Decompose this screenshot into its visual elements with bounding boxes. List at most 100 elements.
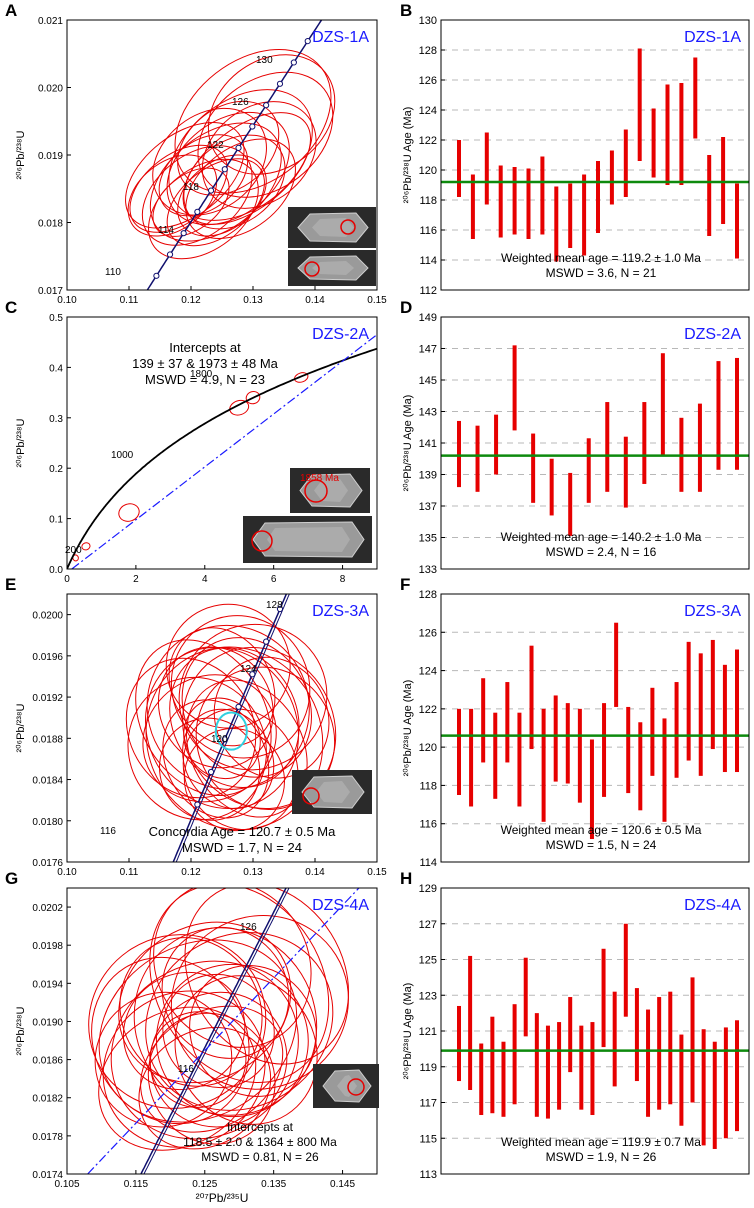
age-bar: [586, 438, 591, 503]
y-tick-label: 0.019: [38, 151, 63, 162]
analysis-ellipse: [183, 727, 285, 832]
x-tick-label: 0.115: [124, 1179, 149, 1190]
annotation-text: MSWD = 1.5, N = 24: [546, 838, 657, 852]
concordia-age-label: 116: [100, 826, 116, 837]
age-marker: [166, 251, 174, 258]
age-bar: [735, 649, 739, 773]
annotation-text: MSWD = 2.4, N = 16: [546, 545, 657, 559]
analysis-ellipse: [81, 542, 91, 551]
analysis-ellipse: [189, 965, 317, 1097]
age-bar: [596, 161, 600, 233]
concordia-age-label: 118: [183, 182, 199, 193]
age-bar: [646, 1009, 651, 1117]
age-bar: [553, 695, 558, 782]
analysis-ellipse: [168, 89, 313, 221]
age-bar: [568, 997, 573, 1073]
age-bar: [457, 140, 461, 197]
concordia-age-label: 126: [240, 922, 257, 933]
annotation-text: MSWD = 1.9, N = 26: [546, 1150, 657, 1164]
analysis-ellipse: [122, 971, 246, 1091]
analysis-ellipse: [138, 1026, 272, 1150]
analysis-ellipse: [141, 145, 253, 246]
panel-C: C 0 2 4 6 8 0.0 0.1 0.2 0.3 0.4 0.5 200 1000 1800 DZS-2…: [5, 298, 378, 585]
analysis-ellipse: [140, 1005, 284, 1133]
plot-area: [125, 594, 337, 862]
concordia-age-label: 126: [232, 97, 249, 108]
annotation-text: Weighted mean age = 119.2 ± 1.0 Ma: [501, 251, 701, 265]
panel-letter-B: B: [400, 1, 412, 20]
y-tick-label: 0.0188: [32, 734, 63, 745]
annotation-text: MSWD = 1.7, N = 24: [182, 840, 302, 855]
analysis-ellipse: [178, 623, 328, 771]
analysis-ellipse: [148, 158, 259, 260]
annotation-text: MSWD = 4.9, N = 23: [145, 372, 265, 387]
age-bar: [540, 156, 545, 235]
annotation-text: 139 ± 37 & 1973 ± 48 Ma: [132, 356, 279, 371]
y-tick-label: 0.0190: [32, 1017, 63, 1028]
panel-F: F 114 116 118 120 122 124 126 128 DZS-3A ²⁰⁶Pb/²³⁸…: [400, 575, 750, 869]
age-bar: [557, 1022, 562, 1110]
age-bar: [612, 991, 617, 1087]
sample-label: DZS-2A: [684, 326, 741, 343]
y-tick-label: 133: [419, 564, 437, 576]
age-marker: [235, 703, 242, 710]
age-bar: [534, 1013, 539, 1117]
concordia-age-label: 130: [256, 55, 273, 66]
y-tick-label: 135: [419, 533, 437, 545]
zircon-zone: [267, 527, 350, 552]
y-tick-label: 128: [419, 589, 437, 601]
plot-area: [125, 20, 336, 290]
y-axis-label: ²⁰⁶Pb/²³⁸U: [15, 418, 27, 467]
analysis-ellipse: [229, 399, 250, 416]
age-bar: [512, 345, 517, 431]
age-marker: [221, 166, 228, 173]
age-bar: [707, 155, 712, 236]
y-axis-label: ²⁰⁶Pb/²³⁸U Age (Ma): [402, 983, 414, 1080]
age-bar: [690, 977, 695, 1103]
concordia-age-label: 1800: [190, 369, 213, 380]
age-bar: [468, 955, 473, 1090]
y-tick-label: 139: [419, 470, 437, 482]
y-tick-label: 0.0178: [32, 1132, 63, 1143]
analysis-ellipse: [118, 921, 292, 1084]
age-marker: [249, 123, 256, 130]
y-axis-label: ²⁰⁶Pb/²³⁸U Age (Ma): [402, 395, 414, 492]
annotation-text: 118.5 ± 2.0 & 1364 ± 800 Ma: [183, 1135, 337, 1149]
age-bar: [529, 645, 534, 750]
x-tick-label: 2: [133, 574, 139, 585]
age-bar: [484, 132, 489, 205]
age-bar: [638, 722, 643, 811]
spot-circle: [302, 787, 320, 805]
plot-frame: [440, 593, 750, 863]
analysis-ellipse: [127, 676, 267, 821]
sample-label: DZS-3A: [312, 603, 369, 620]
age-marker: [194, 801, 201, 808]
y-tick-label: 115: [419, 1133, 437, 1145]
analysis-ellipse: [88, 934, 267, 1109]
y-tick-label: 0.0186: [32, 1056, 63, 1067]
x-axis-label: ²⁰⁷Pb/²³⁵U: [196, 1191, 249, 1205]
age-bar: [582, 174, 587, 256]
age-bar: [721, 137, 726, 224]
age-bar: [526, 168, 531, 239]
y-tick-label: 0.0180: [32, 817, 63, 828]
analysis-ellipse: [125, 122, 245, 229]
zircon-zone: [314, 479, 348, 502]
annotation-text: Concordia Age = 120.7 ± 0.5 Ma: [149, 824, 336, 839]
age-bar: [735, 357, 739, 470]
age-bar: [565, 703, 570, 784]
y-tick-label: 0.0184: [32, 776, 63, 787]
age-bar: [469, 708, 474, 807]
y-axis-label: ²⁰⁶Pb/²³⁸U Age (Ma): [402, 107, 414, 204]
concordia-age-label: 1000: [111, 450, 134, 461]
concordia-age-label: 124: [240, 664, 257, 675]
analysis-ellipse: [149, 991, 288, 1128]
x-tick-label: 0.10: [57, 295, 77, 306]
age-marker: [263, 638, 270, 645]
panel-H: H 113 115 117 119 121 123 125 127 129 DZS-4A ²⁰⁶Pb/…: [400, 869, 750, 1181]
y-tick-label: 149: [419, 312, 437, 324]
plot-frame: [66, 887, 378, 1175]
age-marker: [207, 187, 215, 194]
y-tick-label: 145: [419, 375, 437, 387]
age-bar: [662, 718, 667, 822]
